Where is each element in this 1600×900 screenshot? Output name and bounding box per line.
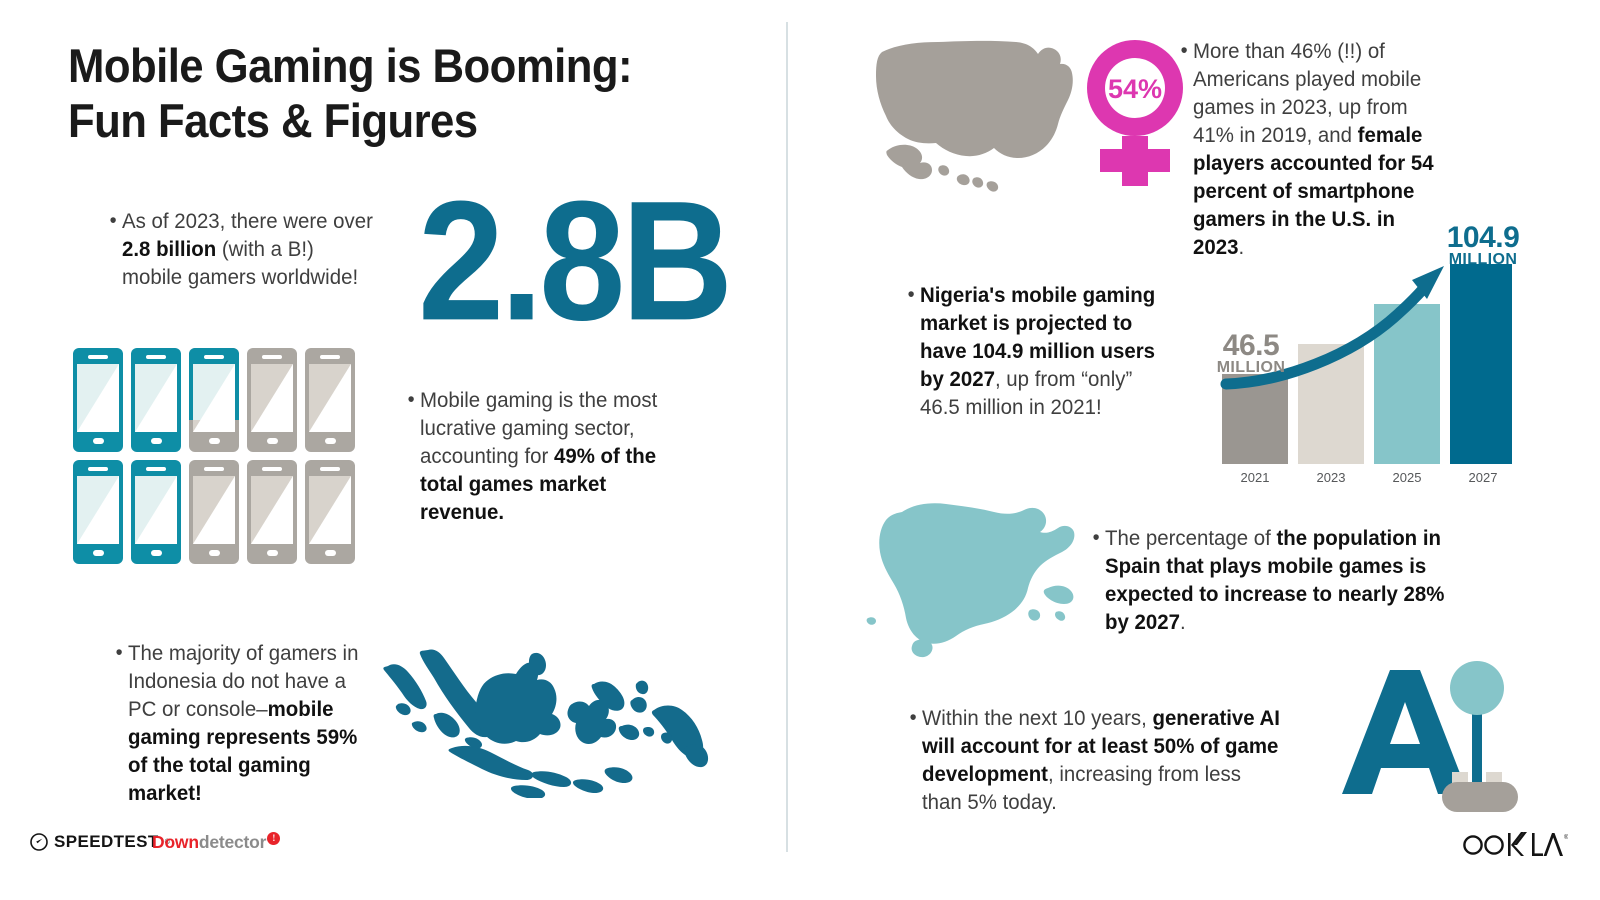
fact-americans: • More than 46% (!!) of Americans played…	[1181, 38, 1440, 262]
female-badge-value: 54%	[1108, 74, 1162, 104]
bar-label-46-5-value: 46.5	[1222, 329, 1280, 362]
phone-icon-half	[189, 348, 239, 452]
downdetector-badge-icon: !	[267, 832, 281, 846]
fact-indonesia: • The majority of gamers in Indonesia do…	[116, 640, 360, 808]
phone-icon-empty	[305, 460, 355, 564]
nigeria-bar-chart: 46.5 MILLION 104.9 MILLION 2021 2023 202…	[1212, 223, 1520, 492]
title-line-2: Fun Facts & Figures	[68, 94, 478, 148]
bullet-icon: •	[909, 706, 917, 729]
phone-icon-full	[131, 460, 181, 564]
letter-a-icon	[1342, 670, 1468, 794]
fact-lucrative-sector: • Mobile gaming is the most lucrative ga…	[408, 387, 669, 527]
phone-icon-empty	[247, 460, 297, 564]
bar-chart-svg	[1220, 264, 1512, 464]
bullet-icon: •	[1180, 39, 1188, 62]
bar-label-104-9-unit: MILLION	[1448, 251, 1518, 268]
bullet-icon: •	[407, 388, 415, 411]
fact-worldwide-gamers: • As of 2023, there were over 2.8 billio…	[110, 208, 379, 292]
joystick-icon	[1442, 661, 1518, 812]
phone-pictogram	[73, 348, 383, 572]
speedometer-icon	[30, 833, 48, 851]
phone-row-1	[73, 348, 383, 452]
ai-joystick-graphic	[1342, 661, 1518, 812]
bullet-icon: •	[1092, 526, 1100, 549]
bullet-icon: •	[109, 209, 117, 232]
downdetector-word-down: Down	[152, 832, 199, 852]
bar-axis-2027: 2027	[1468, 470, 1498, 485]
bar-label-46-5-unit: MILLION	[1216, 359, 1286, 376]
fact-text: Within the next 10 years, generative AI …	[922, 706, 1280, 814]
fact-text: Nigeria's mobile gaming market is projec…	[920, 283, 1156, 419]
downdetector-logo[interactable]: Downdetector!	[152, 832, 281, 853]
fact-text: The percentage of the population in Spai…	[1105, 526, 1445, 634]
svg-text:®: ®	[1564, 834, 1568, 841]
spain-map	[866, 503, 1075, 658]
bar-axis-2021: 2021	[1240, 470, 1270, 485]
fact-text: Mobile gaming is the most lucrative gami…	[420, 388, 658, 524]
bullet-icon: •	[115, 641, 123, 664]
female-symbol-badge: 54%	[1087, 40, 1183, 186]
bullet-icon: •	[907, 283, 915, 306]
bar-axis-2025: 2025	[1392, 470, 1422, 485]
curved-growth-arrow	[1220, 266, 1444, 390]
fact-spain: • The percentage of the population in Sp…	[1093, 525, 1447, 637]
fact-generative-ai: • Within the next 10 years, generative A…	[910, 705, 1283, 817]
bar-2027	[1450, 264, 1512, 464]
bar-label-104-9-value: 104.9	[1446, 221, 1520, 254]
fact-text: More than 46% (!!) of Americans played m…	[1193, 39, 1434, 259]
speedtest-wordmark: SPEEDTEST	[54, 832, 159, 851]
fact-nigeria: • Nigeria's mobile gaming market is proj…	[908, 282, 1159, 422]
phone-icon-empty	[189, 460, 239, 564]
indonesia-map	[383, 649, 709, 798]
phone-row-2	[73, 460, 383, 564]
ookla-logo[interactable]: ®	[1460, 828, 1569, 863]
title-line-1: Mobile Gaming is Booming:	[68, 39, 633, 92]
phone-icon-empty	[247, 348, 297, 452]
big-stat-2-8b: 2.8B	[418, 165, 733, 357]
fact-text: The majority of gamers in Indonesia do n…	[128, 641, 359, 805]
united-states-map	[876, 40, 1073, 192]
phone-icon-full	[73, 460, 123, 564]
speedtest-logo[interactable]: SPEEDTEST ®	[30, 832, 170, 852]
phone-icon-full	[73, 348, 123, 452]
column-divider	[786, 22, 788, 852]
fact-text: As of 2023, there were over 2.8 billion …	[122, 209, 373, 289]
phone-icon-empty	[305, 348, 355, 452]
downdetector-word-detector: detector	[198, 832, 267, 852]
speedtest-trademark: ®	[164, 838, 170, 846]
bar-axis-2023: 2023	[1316, 470, 1346, 485]
phone-icon-full	[131, 348, 181, 452]
ookla-wordmark-icon: ®	[1463, 832, 1569, 856]
page-title: Mobile Gaming is Booming: Fun Facts & Fi…	[68, 38, 719, 149]
